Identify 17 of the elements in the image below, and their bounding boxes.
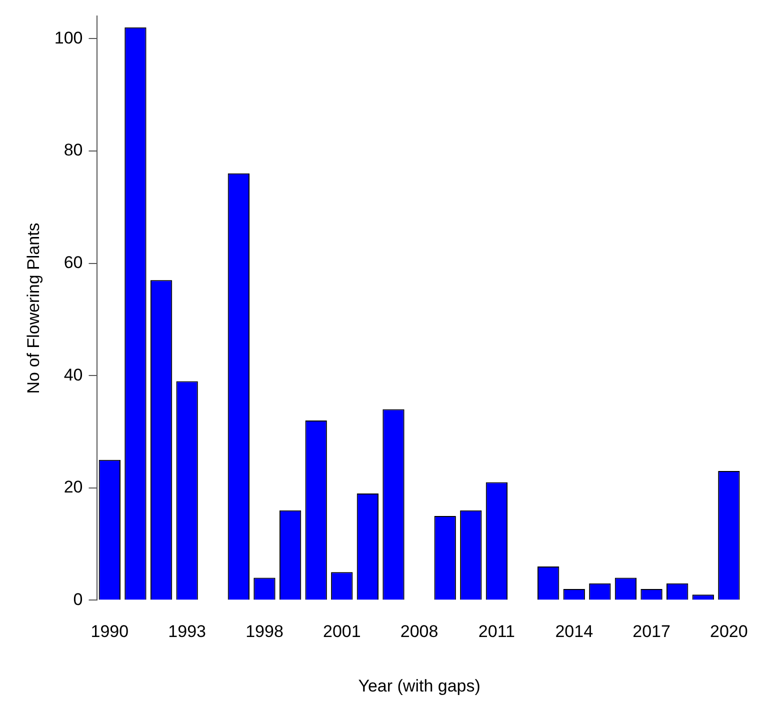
- y-tick-label: 40: [64, 365, 83, 384]
- x-tick-label: 2017: [632, 622, 670, 642]
- x-tick-label: 2011: [478, 622, 515, 642]
- y-tick-label: 60: [64, 252, 83, 272]
- x-tick-label: 1998: [246, 622, 284, 642]
- x-tick-label: 1990: [90, 622, 129, 642]
- x-tick-label: 2008: [400, 622, 438, 642]
- x-tick-label: 2020: [710, 622, 748, 642]
- y-axis-title: No of Flowering Plants: [24, 222, 43, 394]
- y-tick-label: 20: [64, 478, 83, 497]
- x-axis-title: Year (with gaps): [358, 676, 480, 696]
- y-tick-label: 0: [73, 590, 83, 609]
- y-tick-label: 100: [54, 28, 83, 48]
- x-tick-label: 1993: [168, 622, 206, 642]
- y-tick-label: 80: [64, 140, 83, 160]
- x-tick-label: 2001: [322, 622, 361, 642]
- x-tick-label: 2014: [555, 622, 594, 642]
